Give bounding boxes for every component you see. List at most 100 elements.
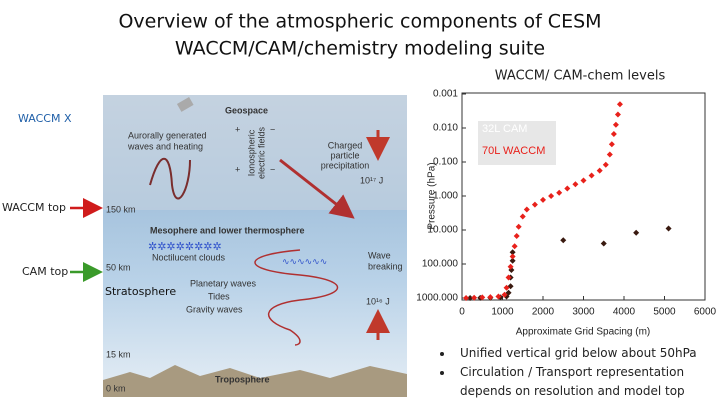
point [523, 206, 530, 213]
point [580, 177, 587, 184]
point [540, 196, 546, 203]
x-tick-label: 4000 [613, 307, 636, 318]
point [608, 141, 615, 148]
point [606, 151, 613, 158]
point [495, 293, 502, 300]
thermosphere-band [103, 95, 407, 210]
point [560, 237, 567, 244]
point [665, 225, 672, 232]
altitude-label: 150 km [106, 204, 136, 214]
diagram-label: Geospace [225, 105, 268, 115]
point [616, 101, 623, 108]
altitude-label: 15 km [106, 349, 131, 359]
point [610, 130, 617, 137]
point [509, 249, 516, 256]
y-tick-label: 1.000 [433, 191, 458, 202]
y-tick-label: 0.001 [433, 89, 458, 100]
side-label: CAM top [22, 265, 68, 278]
diagram-label: 10¹⁶ J [366, 296, 390, 306]
side-label: WACCM top [2, 201, 66, 214]
y-tick-label: 1000.000 [416, 293, 458, 304]
legend-box [478, 121, 556, 165]
point [612, 121, 619, 128]
diagram-label: waves and heating [127, 141, 203, 151]
diagram-label: Gravity waves [186, 304, 243, 314]
plus-signs: + [235, 164, 240, 174]
diagram-label: Ionospheric [246, 129, 256, 176]
bullet: Unified vertical grid below about 50hPa [454, 344, 720, 363]
point [600, 240, 607, 247]
diagram-label: Charged [328, 140, 363, 150]
point [602, 161, 609, 168]
point [479, 294, 486, 301]
point [548, 193, 555, 199]
diagram-label: precipitation [321, 160, 370, 170]
point [501, 291, 508, 298]
legend-label: 70L WACCM [482, 145, 545, 157]
diagram-label: Tides [208, 291, 230, 301]
title-line: Overview of the atmospheric components o… [118, 11, 601, 33]
y-tick-label: 0.010 [433, 123, 458, 134]
point [572, 181, 579, 188]
y-tick-label: 100.000 [422, 259, 459, 270]
point [505, 274, 512, 281]
point [463, 295, 470, 301]
diagram-label: particle [330, 150, 359, 160]
diagram-label: Mesophere and lower thermosphere [150, 225, 305, 235]
altitude-label: 50 km [106, 262, 131, 272]
wave-icon: ∿∿∿∿∿∿ [282, 258, 327, 268]
diagram-label: electric fields [256, 126, 266, 179]
mountains [103, 365, 407, 397]
wave-curve [254, 249, 338, 346]
point [509, 253, 516, 260]
altitude-label: 0 km [106, 383, 126, 393]
minus-signs: − [270, 164, 275, 174]
point [513, 232, 520, 239]
y-axis-label: Pressure (hPa) [427, 162, 438, 229]
title-line: WACCM/CAM/chemistry modeling suite [175, 38, 545, 60]
diagram-label: Aurorally generated [128, 130, 207, 140]
x-tick-label: 3000 [572, 307, 595, 318]
x-tick-label: 0 [459, 307, 465, 318]
satellite-icon [176, 97, 194, 112]
diagram-label: Planetary waves [190, 278, 257, 288]
point [509, 257, 516, 264]
point [531, 201, 538, 208]
diagram-label: Troposphere [215, 374, 270, 384]
point [487, 294, 494, 301]
aurora-wave [149, 157, 191, 200]
point [471, 294, 478, 301]
x-tick-label: 6000 [694, 307, 717, 318]
point [503, 284, 510, 291]
x-tick-label: 1000 [491, 307, 514, 318]
legend-label: 32L CAM [482, 123, 527, 135]
clouds-icon: ✲✲✲✲✲✲✲✲ [148, 240, 222, 253]
x-axis-label: Approximate Grid Spacing (m) [516, 327, 651, 338]
bullet-list: Unified vertical grid below about 50hPa … [436, 344, 720, 401]
bullet: Circulation / Transport representation d… [454, 363, 720, 401]
diagram-label: Noctilucent clouds [152, 252, 226, 262]
side-label: Stratosphere [105, 285, 176, 298]
x-tick-label: 2000 [532, 307, 555, 318]
minus-signs: − [270, 124, 275, 134]
point [511, 243, 518, 250]
y-tick-label: 10.000 [427, 225, 458, 236]
diagram-label: Wave [368, 250, 391, 260]
point [633, 229, 640, 236]
point [507, 263, 514, 270]
point [556, 189, 563, 196]
side-label: WACCM X [18, 112, 72, 125]
precipitation-arrow [279, 158, 355, 219]
point [588, 172, 595, 179]
x-tick-label: 5000 [653, 307, 676, 318]
point [519, 213, 526, 220]
point [515, 223, 522, 230]
diagram-label: 10¹⁷ J [360, 175, 383, 185]
point [505, 289, 512, 296]
point [467, 295, 474, 301]
chart-heading: WACCM/ CAM-chem levels [495, 69, 666, 84]
point [564, 185, 571, 192]
plot-frame [461, 92, 706, 301]
